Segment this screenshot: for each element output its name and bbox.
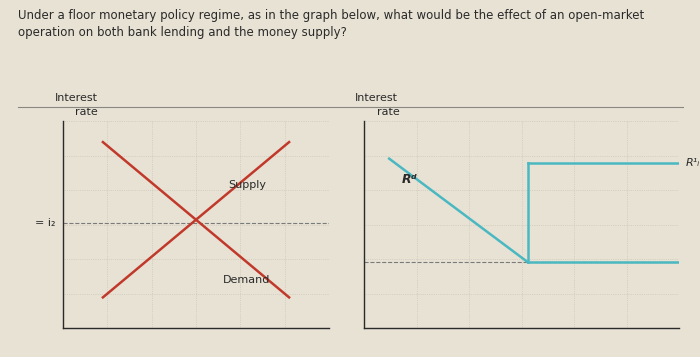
Text: Demand: Demand: [223, 275, 270, 285]
Text: rate: rate: [69, 107, 98, 117]
Text: Interest: Interest: [55, 93, 98, 103]
Text: Under a floor monetary policy regime, as in the graph below, what would be the e: Under a floor monetary policy regime, as…: [18, 9, 644, 39]
Text: = i₂: = i₂: [34, 218, 55, 228]
Text: Interest: Interest: [355, 93, 398, 103]
Text: rate: rate: [370, 107, 400, 117]
Text: R¹ᵢ: R¹ᵢ: [685, 158, 699, 168]
Text: Rᵈ: Rᵈ: [402, 173, 417, 186]
Text: Supply: Supply: [228, 180, 266, 190]
